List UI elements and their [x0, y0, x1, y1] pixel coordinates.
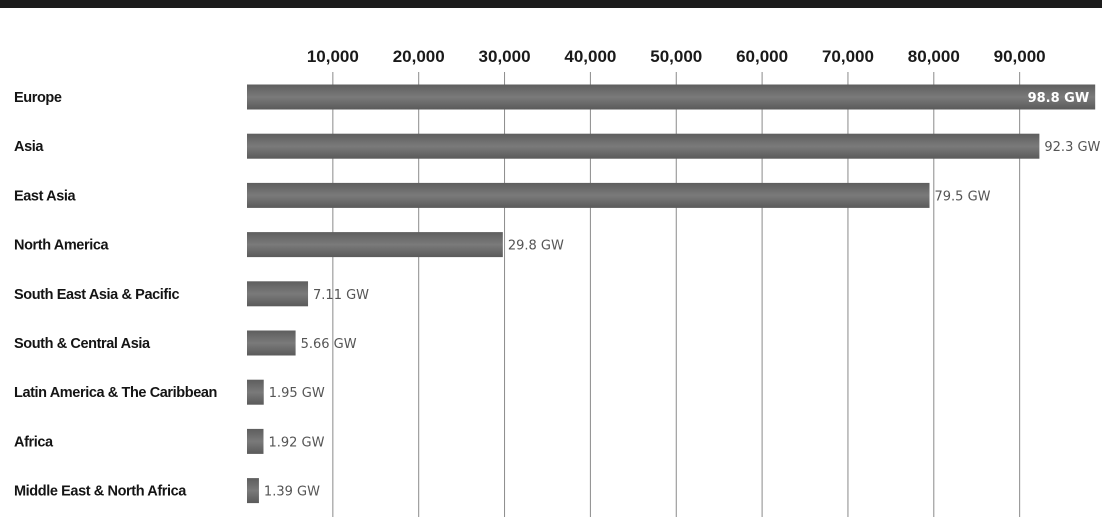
bar [247, 281, 309, 307]
category-label: South East Asia & Pacific [14, 287, 179, 303]
bar [247, 330, 296, 356]
data-label: 1.39 GW [264, 485, 320, 500]
x-axis-ticks: 10,000 20,000 30,000 40,000 50,000 60,000 70,0… [307, 47, 1046, 66]
data-label: 5.66 GW [301, 337, 357, 352]
bar [247, 232, 503, 258]
data-label: 1.95 GW [269, 386, 325, 401]
bar [247, 379, 264, 405]
top-rule [0, 0, 1102, 8]
bar [247, 182, 930, 208]
category-label: Middle East & North Africa [14, 484, 187, 500]
data-label: 1.92 GW [268, 435, 324, 450]
category-label: East Asia [14, 188, 76, 204]
data-label: 98.8 GW [1028, 91, 1090, 106]
category-label: Africa [14, 434, 54, 450]
x-tick-label: 60,000 [736, 47, 788, 66]
x-tick-label: 50,000 [650, 47, 702, 66]
bar [247, 84, 1096, 110]
data-labels: 98.8 GW 92.3 GW 79.5 GW 29.8 GW 7.11 GW 5.66 … [264, 91, 1101, 500]
bar [247, 428, 264, 454]
category-label: South & Central Asia [14, 336, 151, 352]
data-label: 92.3 GW [1044, 140, 1100, 155]
x-tick-label: 20,000 [393, 47, 445, 66]
category-labels: Europe Asia East Asia North America South Ea… [14, 90, 217, 500]
x-tick-label: 90,000 [994, 47, 1046, 66]
x-tick-label: 30,000 [479, 47, 531, 66]
category-label: Latin America & The Caribbean [14, 385, 217, 401]
x-tick-label: 70,000 [822, 47, 874, 66]
data-label: 29.8 GW [508, 239, 564, 254]
bar [247, 478, 259, 504]
bars [247, 84, 1096, 504]
x-tick-label: 10,000 [307, 47, 359, 66]
category-label: Europe [14, 90, 62, 106]
category-label: North America [14, 238, 110, 254]
x-tick-label: 80,000 [908, 47, 960, 66]
data-label: 79.5 GW [935, 189, 991, 204]
data-label: 7.11 GW [313, 288, 369, 303]
category-label: Asia [14, 139, 44, 155]
x-tick-label: 40,000 [564, 47, 616, 66]
bar [247, 133, 1040, 159]
